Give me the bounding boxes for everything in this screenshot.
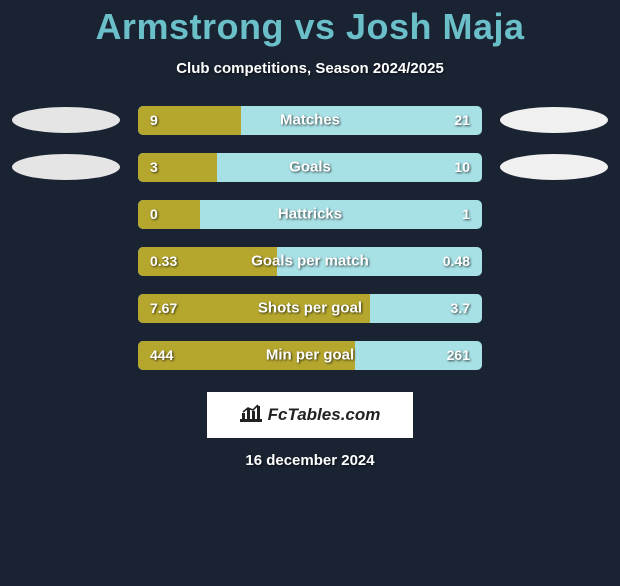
subtitle: Club competitions, Season 2024/2025 (0, 60, 620, 77)
right-team-slot (500, 246, 608, 276)
left-team-slot (12, 293, 120, 323)
stat-row: 444 261 Min per goal (12, 340, 608, 370)
stat-label: Goals (289, 159, 331, 176)
fctables-logo: FcTables.com (207, 392, 413, 438)
left-team-slot (12, 105, 120, 135)
right-team-oval (500, 154, 608, 180)
left-team-oval (12, 154, 120, 180)
right-team-slot (500, 340, 608, 370)
stat-bar: 444 261 Min per goal (138, 341, 482, 370)
page-title: Armstrong vs Josh Maja (0, 6, 620, 48)
right-team-slot (500, 199, 608, 229)
date: 16 december 2024 (0, 452, 620, 469)
stat-label: Matches (280, 112, 340, 129)
stat-right-value: 1 (462, 206, 470, 222)
stat-left-value: 444 (150, 347, 173, 363)
stat-row: 0 1 Hattricks (12, 199, 608, 229)
stat-label: Hattricks (278, 206, 342, 223)
stat-row: 0.33 0.48 Goals per match (12, 246, 608, 276)
stat-bar: 3 10 Goals (138, 153, 482, 182)
stat-left-value: 9 (150, 112, 158, 128)
left-team-slot (12, 246, 120, 276)
logo-text: FcTables.com (268, 405, 381, 425)
left-team-oval (12, 107, 120, 133)
right-team-slot (500, 105, 608, 135)
stat-row: 9 21 Matches (12, 105, 608, 135)
stat-label: Min per goal (266, 347, 354, 364)
stat-bar: 0.33 0.48 Goals per match (138, 247, 482, 276)
right-team-slot (500, 152, 608, 182)
right-team-oval (500, 107, 608, 133)
stat-bar: 7.67 3.7 Shots per goal (138, 294, 482, 323)
left-team-slot (12, 340, 120, 370)
stat-label: Goals per match (251, 253, 369, 270)
stat-left-value: 0 (150, 206, 158, 222)
stats-container: 9 21 Matches 3 10 Goals 0 1 Hattricks 0.33 0.48 Goa… (0, 105, 620, 370)
stat-row: 3 10 Goals (12, 152, 608, 182)
stat-left-value: 0.33 (150, 253, 177, 269)
stat-right-value: 0.48 (443, 253, 470, 269)
stat-bar: 9 21 Matches (138, 106, 482, 135)
stat-right-value: 3.7 (451, 300, 470, 316)
stat-row: 7.67 3.7 Shots per goal (12, 293, 608, 323)
stat-right-value: 21 (454, 112, 470, 128)
stat-bar: 0 1 Hattricks (138, 200, 482, 229)
chart-icon (240, 404, 262, 427)
right-team-slot (500, 293, 608, 323)
stat-left-value: 3 (150, 159, 158, 175)
stat-label: Shots per goal (258, 300, 362, 317)
stat-right-value: 261 (447, 347, 470, 363)
stat-left-value: 7.67 (150, 300, 177, 316)
stat-bar-fill (138, 200, 200, 229)
left-team-slot (12, 152, 120, 182)
left-team-slot (12, 199, 120, 229)
stat-right-value: 10 (454, 159, 470, 175)
